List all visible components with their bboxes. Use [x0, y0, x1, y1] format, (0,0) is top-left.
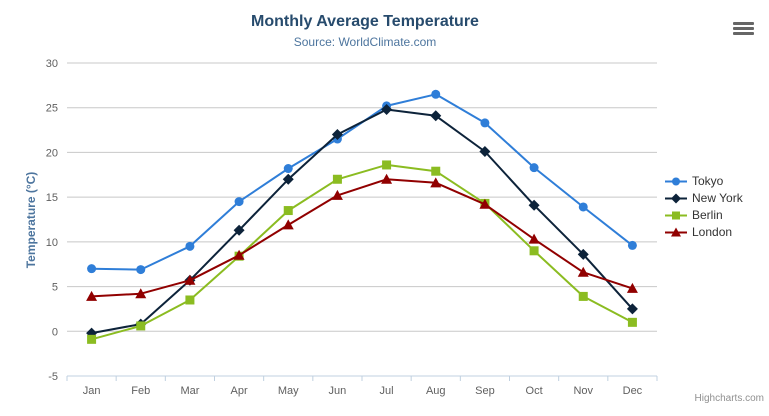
legend-symbol[interactable]: [672, 211, 680, 220]
data-point-berlin[interactable]: [382, 160, 392, 170]
legend-marker-triangle-icon: [665, 227, 687, 237]
data-point-new-york[interactable]: [381, 104, 393, 116]
legend-symbol[interactable]: [671, 193, 681, 204]
legend-symbol[interactable]: [672, 177, 680, 186]
data-point-london[interactable]: [626, 282, 638, 293]
x-axis-label: Feb: [131, 385, 150, 397]
data-point-new-york[interactable]: [528, 199, 540, 211]
data-point-london[interactable]: [135, 288, 147, 299]
chart-subtitle: Source: WorldClimate.com: [293, 35, 437, 49]
y-axis-label: 15: [46, 192, 58, 204]
x-axis-label: Jul: [380, 385, 394, 397]
legend-item-london[interactable]: London: [665, 226, 743, 239]
legend-label: Tokyo: [692, 174, 724, 188]
data-point-berlin[interactable]: [627, 317, 637, 327]
data-point-london[interactable]: [381, 173, 393, 184]
legend-label: New York: [692, 191, 743, 205]
x-axis-label: Nov: [573, 385, 593, 397]
data-point-tokyo[interactable]: [185, 241, 195, 251]
x-axis-label: Jan: [83, 385, 101, 397]
x-axis-label: Dec: [623, 385, 643, 397]
data-point-new-york[interactable]: [479, 146, 491, 158]
data-point-tokyo[interactable]: [578, 202, 588, 212]
legend-marker-diamond-icon: [665, 193, 687, 204]
hamburger-icon: [733, 22, 757, 35]
data-point-london[interactable]: [184, 274, 196, 285]
legend-symbol[interactable]: [671, 227, 681, 237]
legend-marker-circle-icon: [665, 177, 687, 186]
y-axis-label: 20: [46, 147, 58, 159]
legend-label: London: [692, 225, 733, 239]
data-point-berlin[interactable]: [431, 166, 441, 176]
data-point-new-york[interactable]: [430, 110, 442, 122]
series-line-london[interactable]: [90, 178, 634, 298]
x-axis-label: Mar: [180, 385, 199, 397]
data-point-berlin[interactable]: [283, 206, 293, 216]
data-point-new-york[interactable]: [626, 303, 638, 315]
data-point-london[interactable]: [528, 233, 540, 244]
y-axis-label: 0: [52, 326, 58, 338]
series-line-berlin[interactable]: [90, 163, 634, 341]
x-axis-label: May: [278, 385, 299, 397]
data-point-berlin[interactable]: [578, 291, 588, 301]
data-point-tokyo[interactable]: [87, 264, 97, 274]
data-point-berlin[interactable]: [332, 174, 342, 184]
data-point-london[interactable]: [331, 189, 343, 200]
legend-label: Berlin: [692, 208, 723, 222]
data-point-berlin[interactable]: [87, 334, 97, 344]
x-axis-label: Aug: [426, 385, 446, 397]
data-point-berlin[interactable]: [136, 321, 146, 331]
data-point-tokyo[interactable]: [136, 265, 146, 275]
legend-item-tokyo[interactable]: Tokyo: [665, 175, 743, 188]
data-point-london[interactable]: [479, 198, 491, 209]
data-point-london[interactable]: [282, 219, 294, 230]
data-point-tokyo[interactable]: [627, 240, 637, 250]
series-line-tokyo[interactable]: [90, 93, 634, 271]
data-point-tokyo[interactable]: [529, 163, 539, 173]
credits-link[interactable]: Highcharts.com: [694, 393, 764, 404]
x-axis-label: Apr: [231, 385, 248, 397]
legend-item-new-york[interactable]: New York: [665, 192, 743, 205]
data-point-london[interactable]: [577, 266, 589, 277]
y-axis-label: 25: [46, 103, 58, 115]
x-axis-label: Oct: [526, 385, 543, 397]
y-axis-label: -5: [48, 371, 58, 383]
data-point-berlin[interactable]: [529, 246, 539, 256]
legend-marker-square-icon: [665, 211, 687, 220]
y-axis-label: 5: [52, 282, 58, 294]
data-point-london[interactable]: [430, 177, 442, 188]
data-point-tokyo[interactable]: [431, 89, 441, 99]
y-axis-label: 10: [46, 237, 58, 249]
legend: Tokyo New York Berlin London: [665, 175, 743, 239]
x-axis-label: Sep: [475, 385, 495, 397]
y-axis-label: 30: [46, 58, 58, 70]
x-axis-label: Jun: [329, 385, 347, 397]
data-point-new-york[interactable]: [577, 248, 589, 260]
chart-title: Monthly Average Temperature: [251, 13, 479, 30]
data-point-london[interactable]: [233, 249, 245, 260]
data-point-new-york[interactable]: [233, 224, 245, 236]
data-point-tokyo[interactable]: [480, 118, 490, 128]
data-point-tokyo[interactable]: [234, 197, 244, 207]
data-point-london[interactable]: [86, 290, 98, 301]
data-point-tokyo[interactable]: [283, 164, 293, 174]
data-point-berlin[interactable]: [185, 295, 195, 305]
export-menu-button[interactable]: [731, 20, 759, 40]
series-line-new-york[interactable]: [90, 108, 634, 335]
data-point-new-york[interactable]: [331, 129, 343, 141]
legend-item-berlin[interactable]: Berlin: [665, 209, 743, 222]
data-point-new-york[interactable]: [282, 173, 294, 185]
